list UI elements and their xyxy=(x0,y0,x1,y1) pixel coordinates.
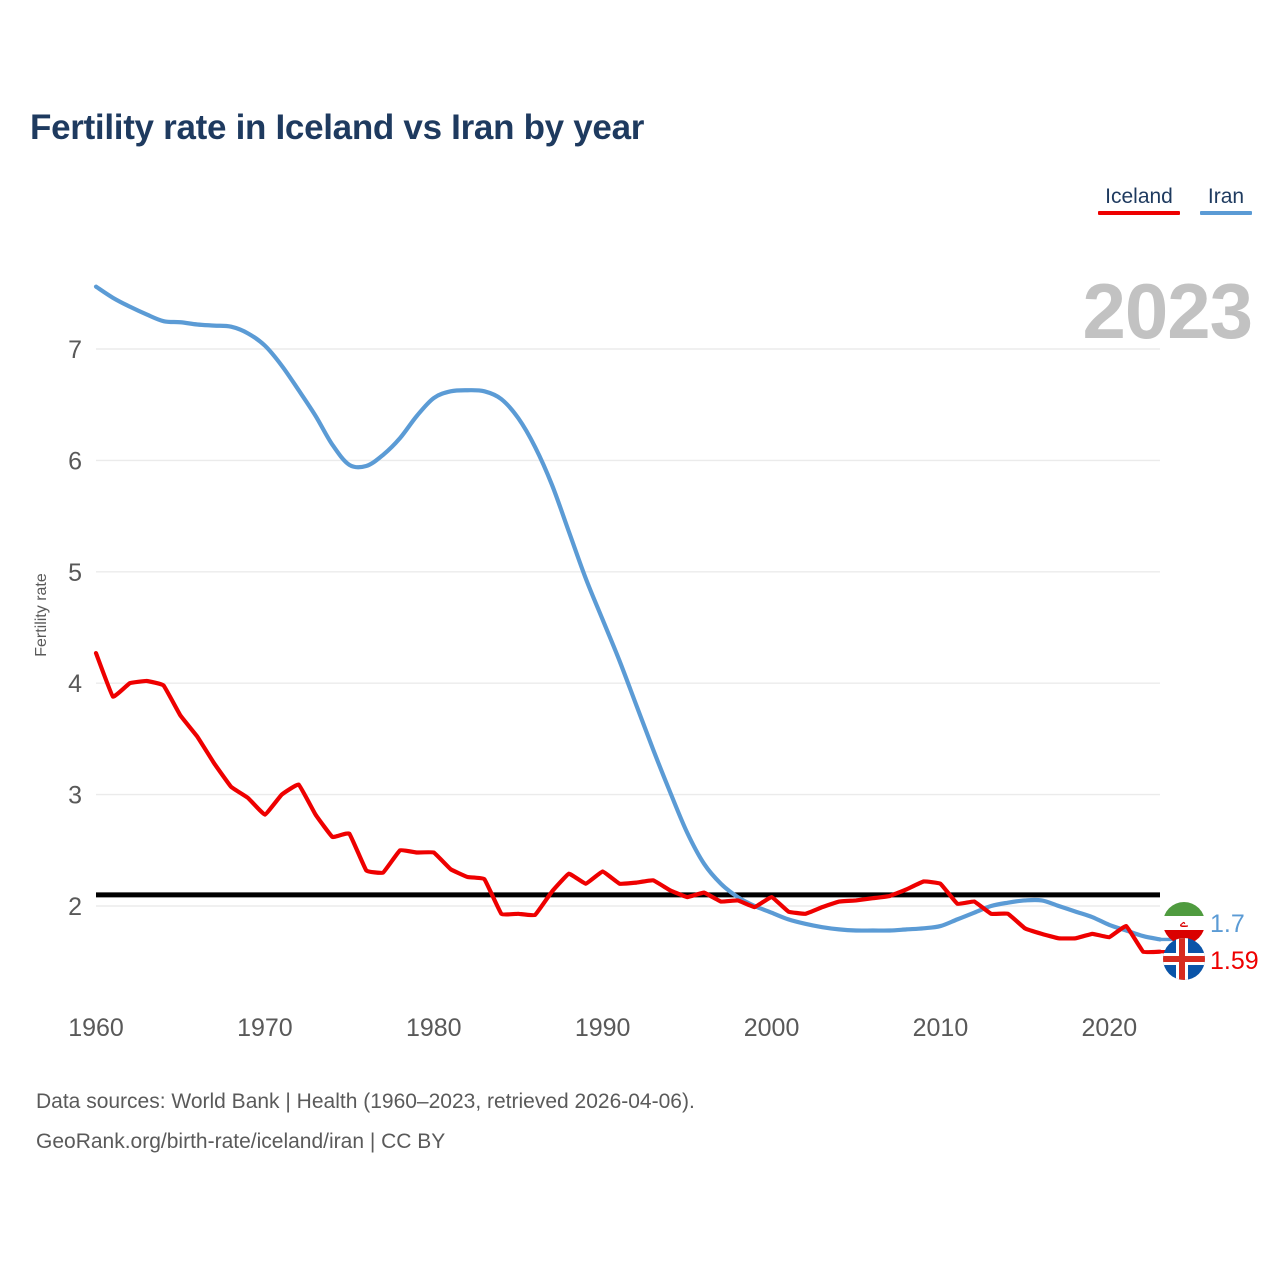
year-watermark: 2023 xyxy=(1082,267,1253,355)
legend-item-iceland[interactable]: Iceland xyxy=(1098,185,1180,215)
x-axis-tick-label: 1960 xyxy=(68,1014,124,1042)
iran-flag-green-band xyxy=(1163,902,1205,916)
series-line-iran xyxy=(93,284,1163,942)
footer: Data sources: World Bank | Health (1960–… xyxy=(36,1082,695,1162)
legend-item-iran[interactable]: Iran xyxy=(1200,185,1252,215)
y-axis-title: Fertility rate xyxy=(33,573,50,657)
series-line-iceland xyxy=(93,651,1163,955)
iceland-flag-red-cross-horizontal xyxy=(1163,956,1205,962)
y-axis-tick-label: 5 xyxy=(68,559,82,587)
end-value-label-iran: 1.7 xyxy=(1210,910,1245,938)
iran-flag-emblem: ے xyxy=(1179,915,1189,931)
page-title: Fertility rate in Iceland vs Iran by yea… xyxy=(30,108,645,147)
y-axis-tick-labels: 2 3 4 5 6 7 xyxy=(68,336,82,921)
footer-data-sources: Data sources: World Bank | Health (1960–… xyxy=(36,1090,695,1113)
chart-legend: Iceland Iran xyxy=(1098,185,1252,215)
x-axis-tick-label: 1970 xyxy=(237,1014,293,1042)
x-axis-tick-label: 2010 xyxy=(913,1014,969,1042)
y-axis-tick-label: 6 xyxy=(68,447,82,475)
gridlines xyxy=(96,348,1160,907)
end-value-label-iceland: 1.59 xyxy=(1210,947,1259,975)
x-axis-tick-label: 1980 xyxy=(406,1014,462,1042)
legend-item-label: Iran xyxy=(1207,185,1245,208)
y-axis-tick-label: 4 xyxy=(68,670,82,698)
legend-color-swatch xyxy=(1200,211,1252,215)
y-axis-tick-label: 3 xyxy=(68,782,82,810)
footer-attribution: GeoRank.org/birth-rate/iceland/iran | CC… xyxy=(36,1130,446,1153)
x-axis-tick-labels: 1960 1970 1980 1990 2000 2010 2020 xyxy=(68,1014,1137,1042)
legend-color-swatch xyxy=(1098,211,1180,215)
y-axis-tick-label: 2 xyxy=(68,893,82,921)
x-axis-tick-label: 2000 xyxy=(744,1014,800,1042)
x-axis-tick-label: 2020 xyxy=(1082,1014,1138,1042)
iceland-flag-icon xyxy=(1163,938,1205,980)
x-axis-tick-label: 1990 xyxy=(575,1014,631,1042)
legend-item-label: Iceland xyxy=(1105,185,1173,208)
iran-flag-white-band xyxy=(1163,916,1205,930)
y-axis-tick-label: 7 xyxy=(68,336,82,364)
